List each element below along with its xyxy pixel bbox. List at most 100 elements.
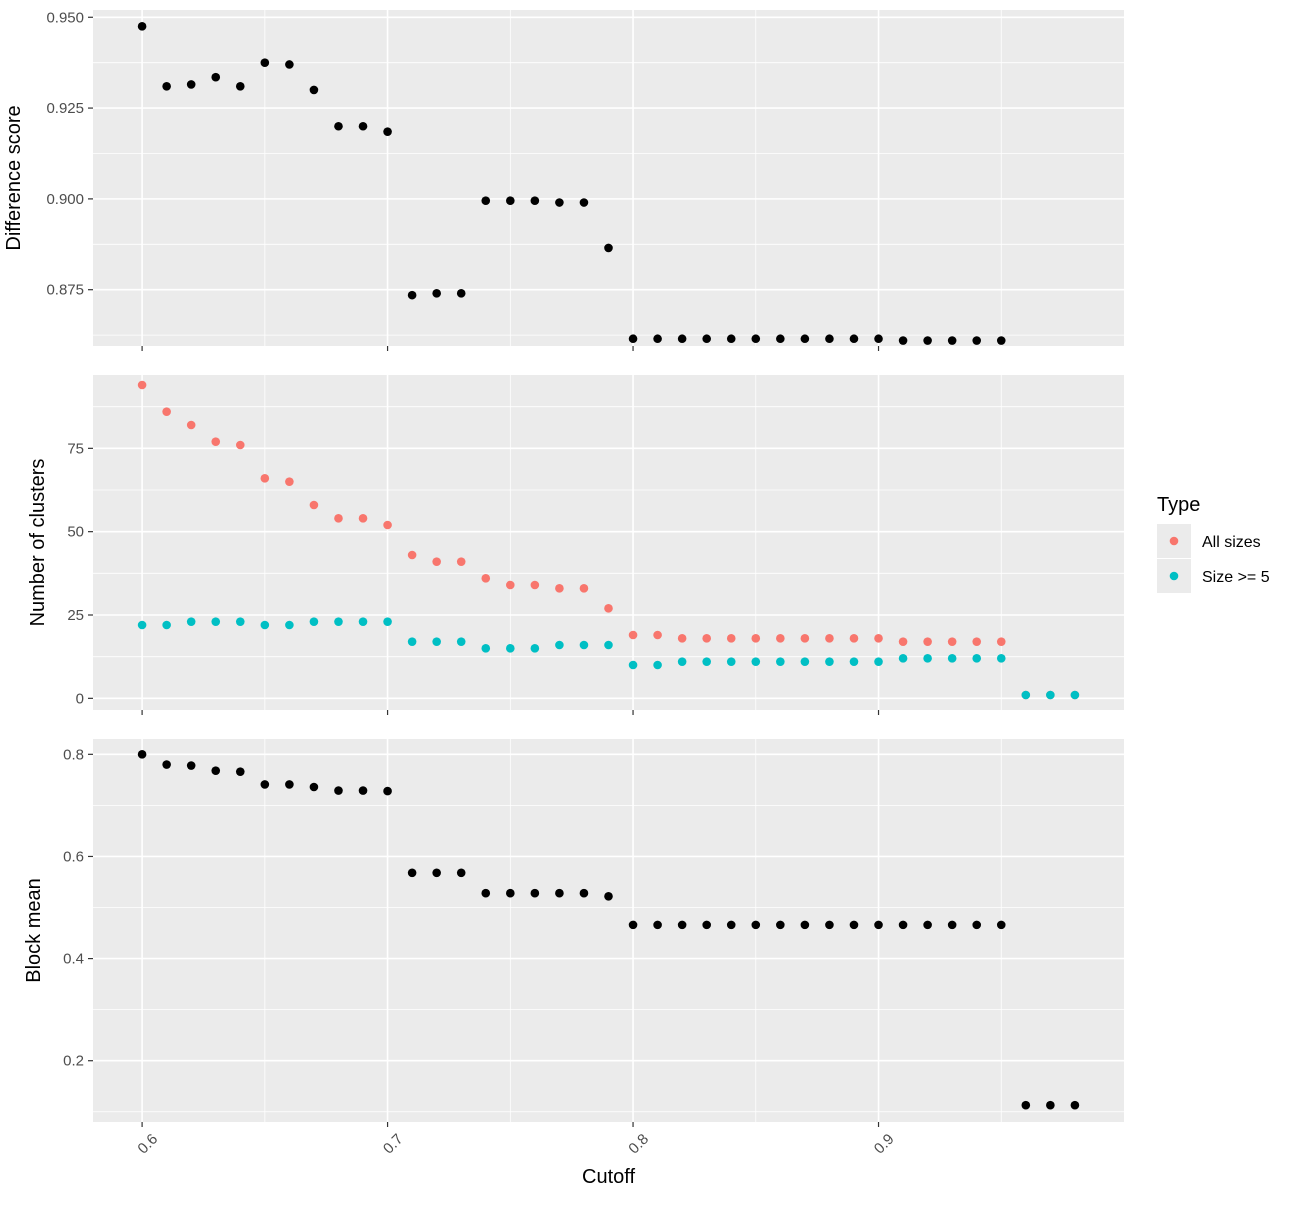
y-axis-title: Number of clusters [27,459,49,627]
data-point [776,334,785,344]
gridlines [93,10,1124,346]
data-point [260,620,270,630]
data-point [309,85,319,95]
data-point [923,920,932,930]
data-point [604,891,613,901]
data-point [407,290,417,300]
panel-background [93,375,1124,710]
data-point [211,72,221,82]
gridlines [93,375,1124,710]
data-point [825,920,834,930]
data-point [972,654,982,663]
data-point [407,550,417,560]
y-tick-label: 0.900 [46,191,84,208]
data-point [1046,1100,1055,1110]
data-point [628,660,638,670]
data-point [235,81,245,91]
data-point [1021,1100,1031,1110]
data-point [555,640,564,650]
data-point [628,920,638,930]
legend-label: Size >= 5 [1202,569,1270,586]
data-point [358,786,368,795]
data-point [555,198,564,207]
data-point [800,334,810,344]
data-point [530,888,540,898]
data-point [702,334,711,344]
data-point [825,334,834,344]
data-point [947,637,957,646]
data-point [432,868,441,878]
data-point [137,620,147,630]
data-point [849,657,859,666]
data-point [137,22,147,31]
data-point [235,767,245,776]
data-point [235,617,245,626]
x-axis: 0.6 0.7 0.8 0.9 [134,1131,897,1158]
data-point [898,920,908,930]
data-point [776,634,785,643]
panel-2: 0 25 50 75 Number of clusters [27,375,1124,715]
data-point [506,644,515,653]
data-point [972,920,982,930]
data-point [776,657,785,666]
legend-key-point [1169,536,1179,546]
data-point [407,868,417,878]
data-point [996,654,1006,663]
data-point [898,637,908,646]
data-point [285,780,294,789]
data-point [137,750,147,759]
y-tick-label: 0.925 [46,100,84,117]
data-point [235,440,245,450]
data-point [285,60,294,69]
data-point [407,637,417,646]
data-point [751,657,761,666]
legend-item: All sizes [1157,524,1261,558]
data-point [1070,690,1080,700]
data-point [334,514,343,523]
y-axis-title: Difference score [3,105,25,250]
data-point [677,920,687,930]
data-point [751,920,761,930]
data-point [506,888,515,898]
data-point [726,334,736,344]
data-point [726,634,736,643]
data-point [653,334,662,344]
data-point [726,920,736,930]
data-point [923,336,932,345]
data-point [383,617,392,626]
data-point [800,634,810,643]
data-point [874,657,883,666]
data-point [874,920,883,930]
data-point [334,121,343,131]
legend-key-point [1169,571,1179,581]
data-point [383,520,392,530]
panel-background [93,739,1124,1122]
data-point [309,617,319,626]
y-tick-label: 0.950 [46,9,84,26]
legend-items: All sizes Size >= 5 [1157,524,1270,593]
x-tick-label: 0.8 [625,1131,652,1158]
data-point [334,786,343,795]
y-tick-label: 0.875 [46,282,84,299]
data-point [309,500,319,510]
data-point [481,888,491,898]
y-tick-label: 0.6 [63,848,84,865]
data-point [260,58,270,67]
data-point [996,637,1006,646]
panel-background [93,10,1124,346]
data-point [309,782,319,792]
data-point [186,80,196,89]
data-point [825,657,834,666]
data-point [162,81,171,91]
data-point [285,620,294,630]
data-point [947,336,957,345]
data-point [579,640,589,650]
data-point [628,334,638,344]
data-point [432,557,441,566]
data-point [653,630,662,640]
data-point [285,477,294,486]
data-point [751,334,761,344]
chart-panels: 0.875 0.900 0.925 0.950 Difference score 0255… [3,9,1124,1127]
